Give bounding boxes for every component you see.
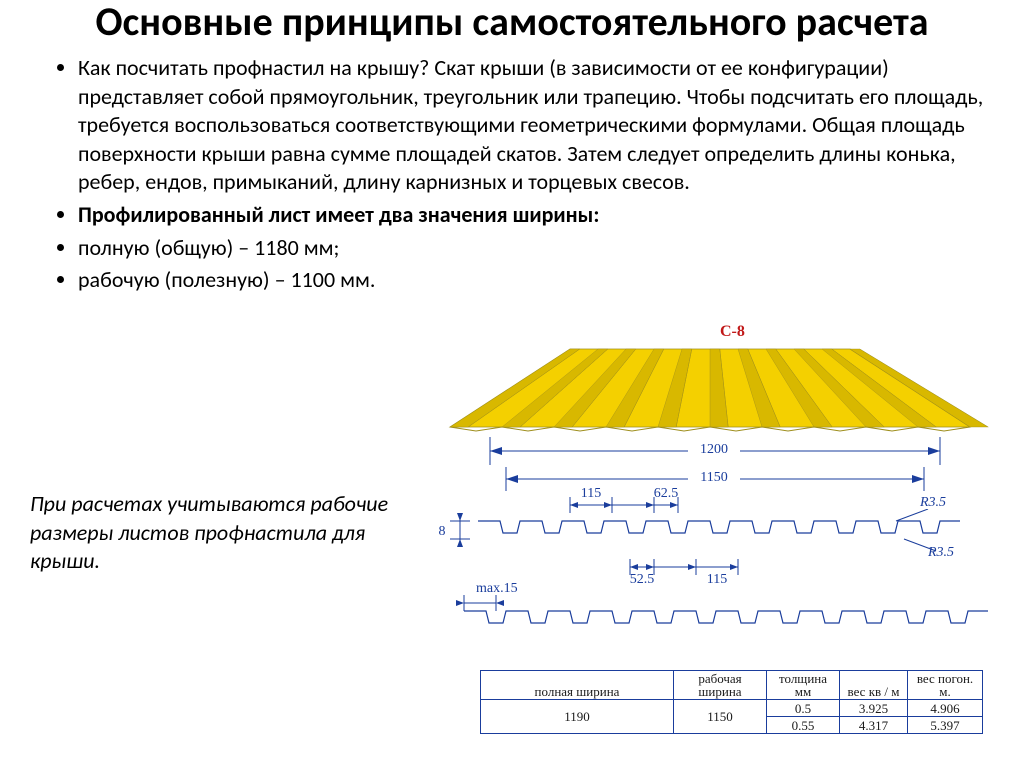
cell: 4.906 [908, 700, 983, 717]
dim-text: 62.5 [654, 487, 679, 501]
dimension-pitch-bottom: 52.5 115 [430, 553, 990, 583]
col-header: толщина мм [767, 671, 840, 700]
page-title: Основные принципы самостоятельного расче… [30, 0, 994, 44]
dim-text: max.15 [476, 581, 518, 597]
col-header: полная ширина [481, 671, 674, 700]
bullet-text: рабочую (полезную) – 1100 мм. [78, 266, 375, 293]
cell: 0.55 [767, 717, 840, 734]
cell: 1190 [481, 700, 674, 734]
col-header: рабочая ширина [674, 671, 767, 700]
dim-text: 1200 [700, 442, 728, 457]
list-item: Профилированный лист имеет два значения … [78, 201, 994, 230]
spec-table: полная ширина рабочая ширина толщина мм … [480, 670, 983, 734]
bullet-list: Как посчитать профнастил на крышу? Скат … [30, 54, 994, 295]
col-header: вес погон. м. [908, 671, 983, 700]
table-header: полная ширина рабочая ширина толщина мм … [481, 671, 983, 700]
dim-text: R3.5 [920, 495, 946, 511]
cell: 0.5 [767, 700, 840, 717]
profile-cross-section [430, 509, 990, 559]
col-header: вес кв / м [840, 671, 908, 700]
table-row: 1190 1150 0.5 3.925 4.906 [481, 700, 983, 717]
footnote: При расчетах учитываются рабочие размеры… [30, 490, 390, 576]
cell: 3.925 [840, 700, 908, 717]
dim-text: 8 [439, 524, 446, 539]
dim-text: 52.5 [630, 572, 655, 583]
dimension-height: 8 [420, 509, 480, 559]
sheet-3d-icon [430, 335, 990, 435]
cell: 1150 [674, 700, 767, 734]
dim-text: 115 [707, 572, 727, 583]
bullet-text: Как посчитать профнастил на крышу? Скат … [78, 54, 983, 195]
dim-text: 115 [581, 487, 601, 501]
list-item: Как посчитать профнастил на крышу? Скат … [78, 54, 994, 197]
bullet-text: полную (общую) – 1180 мм; [78, 234, 339, 261]
cell: 4.317 [840, 717, 908, 734]
dim-text: 1150 [700, 470, 727, 485]
profile-diagram: С-8 1200 1150 [420, 335, 1000, 755]
list-item: рабочую (полезную) – 1100 мм. [78, 266, 994, 295]
bullet-text: Профилированный лист имеет два значения … [78, 201, 599, 228]
list-item: полную (общую) – 1180 мм; [78, 234, 994, 263]
cell: 5.397 [908, 717, 983, 734]
